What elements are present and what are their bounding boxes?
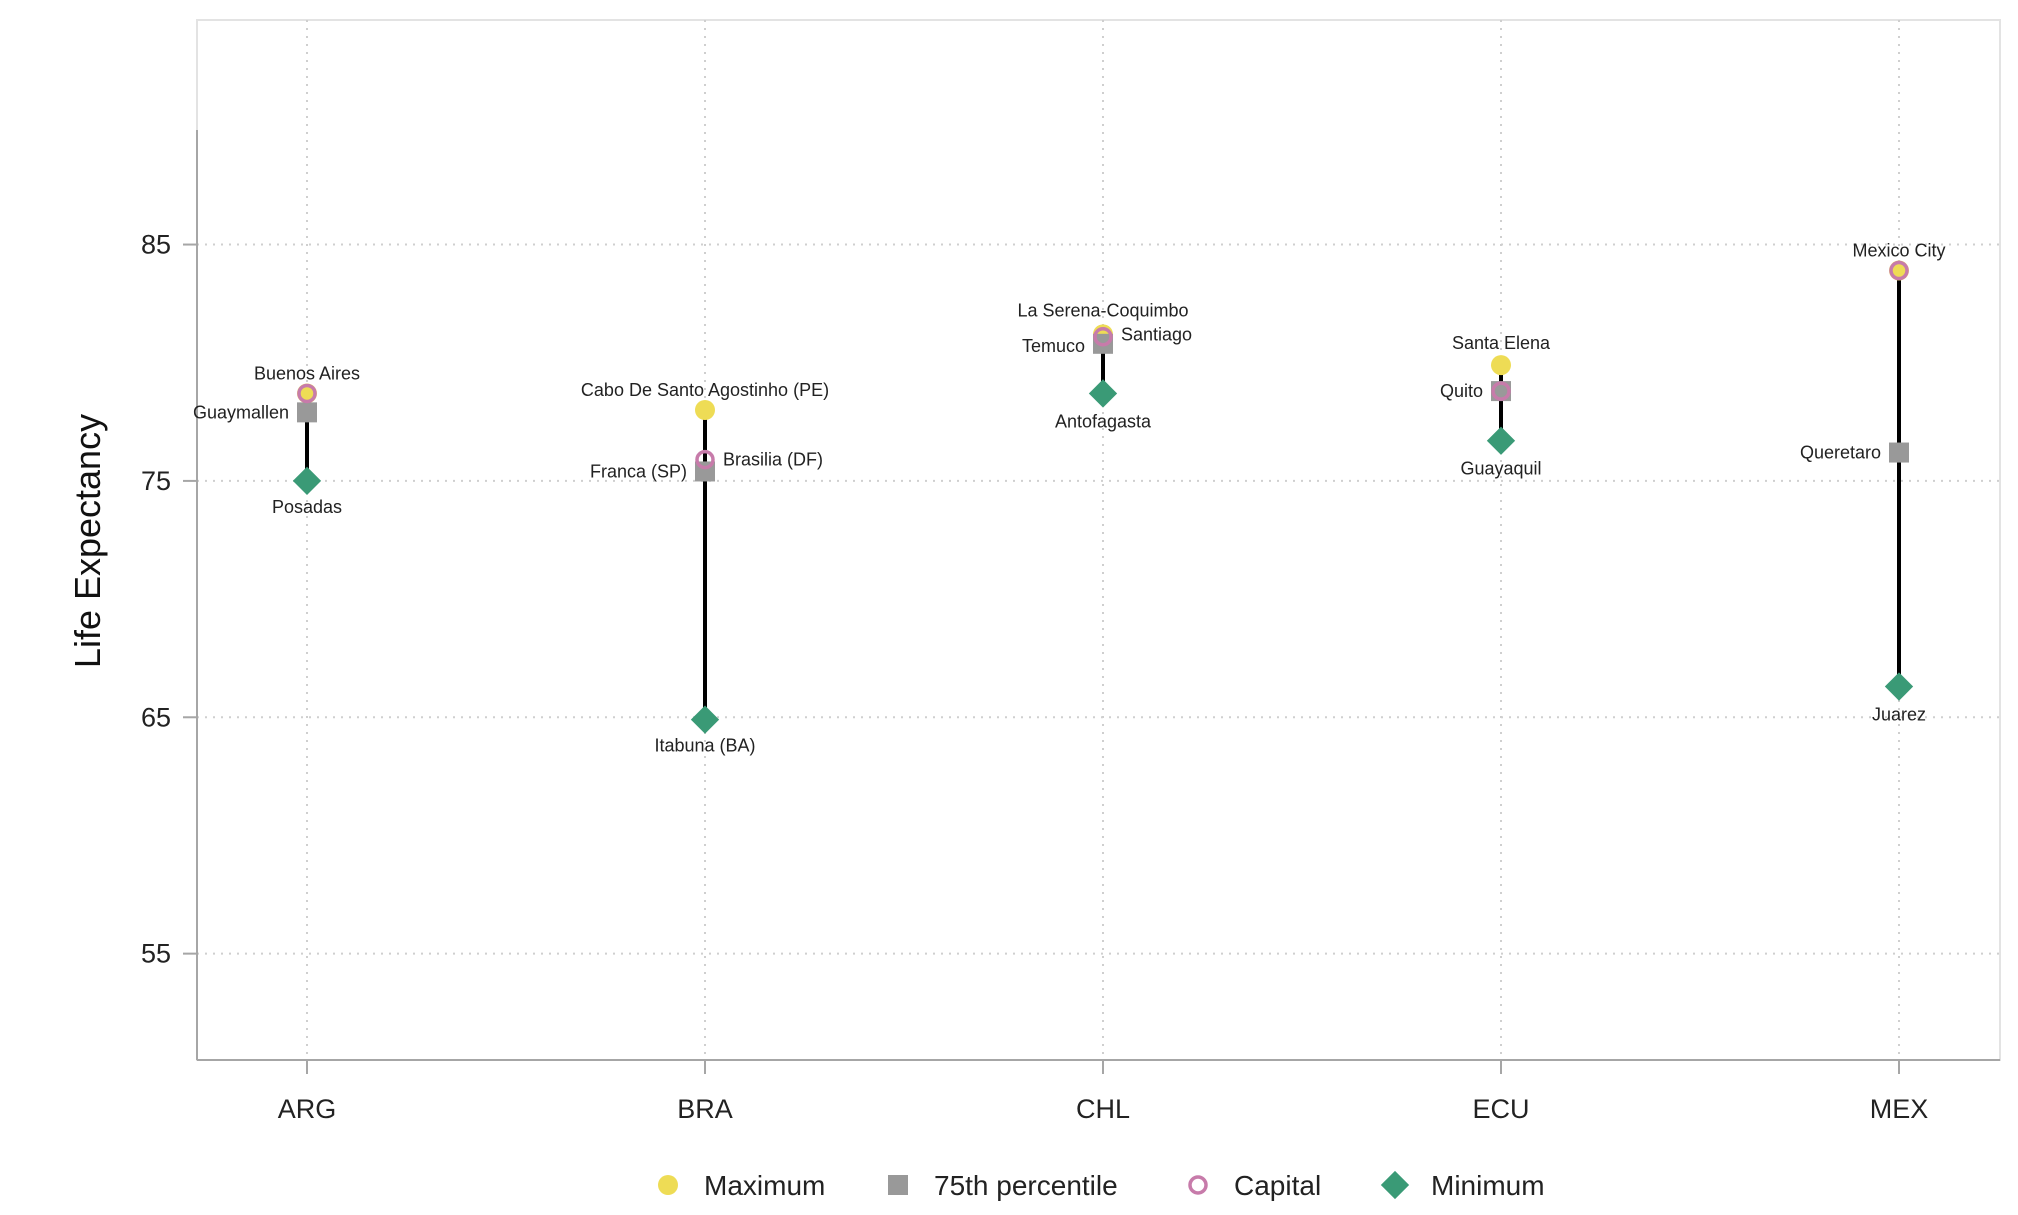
legend: Maximum 75th percentile Capital Minimum [658,1170,1545,1201]
max-label-arg: Buenos Aires [254,363,360,383]
capital-point-chl [1093,326,1113,347]
x-tick-label: MEX [1870,1094,1929,1124]
max-label-chl: La Serena-Coquimbo [1017,300,1188,320]
legend-label-capital: Capital [1234,1170,1321,1201]
x-ticks: ARG BRA CHL ECU MEX [278,1060,1929,1124]
y-tick-label: 55 [141,939,171,969]
min-label-ecu: Guayaquil [1460,459,1541,479]
max-point-ecu [1491,355,1511,376]
min-point-bra [690,705,720,734]
data-markers [292,260,1914,734]
max-label-bra: Cabo De Santo Agostinho (PE) [581,380,829,400]
p75-label-bra: Franca (SP) [590,461,687,481]
min-label-chl: Antofagasta [1055,411,1152,431]
p75-point-mex [1889,442,1909,463]
x-tick-label: ARG [278,1094,337,1124]
y-tick-label: 65 [141,702,171,732]
p75-point-arg [297,402,317,423]
legend-marker-min [1380,1170,1410,1200]
max-point-bra [695,400,715,420]
legend-marker-capital [1188,1175,1208,1195]
point-labels: Buenos Aires Guaymallen Posadas Cabo De San… [193,241,1946,756]
y-axis-title: Life Expectancy [67,414,108,668]
p75-label-mex: Queretaro [1800,443,1881,463]
legend-marker-p75 [888,1175,908,1195]
min-point-arg [292,466,322,496]
capital-label-chl: Santiago [1121,325,1192,345]
min-point-chl [1088,379,1118,408]
p75-label-arg: Guaymallen [193,402,289,422]
legend-label-min: Minimum [1431,1170,1545,1201]
capital-point-ecu [1491,381,1511,401]
capital-point-arg [297,383,317,404]
legend-label-max: Maximum [704,1170,825,1201]
min-label-bra: Itabuna (BA) [654,736,755,756]
p75-label-chl: Temuco [1022,336,1085,356]
x-tick-label: CHL [1076,1094,1130,1124]
y-ticks: 55 65 75 85 [141,230,197,969]
min-label-mex: Juarez [1872,705,1926,725]
capital-label-bra: Brasilia (DF) [723,450,823,470]
plot-frame [196,19,2001,1061]
capital-point-bra [695,449,715,470]
p75-label-ecu: Quito [1440,381,1483,401]
max-label-ecu: Santa Elena [1452,333,1551,353]
y-tick-label: 75 [141,466,171,496]
legend-label-p75: 75th percentile [934,1170,1118,1201]
max-label-mex: Mexico City [1852,241,1945,261]
legend-marker-max [658,1175,678,1195]
min-label-arg: Posadas [272,497,342,517]
x-tick-label: BRA [677,1094,733,1124]
min-point-mex [1884,672,1914,701]
min-point-ecu [1486,426,1516,455]
capital-point-mex [1889,260,1909,281]
y-tick-label: 85 [141,230,171,260]
x-tick-label: ECU [1472,1094,1529,1124]
